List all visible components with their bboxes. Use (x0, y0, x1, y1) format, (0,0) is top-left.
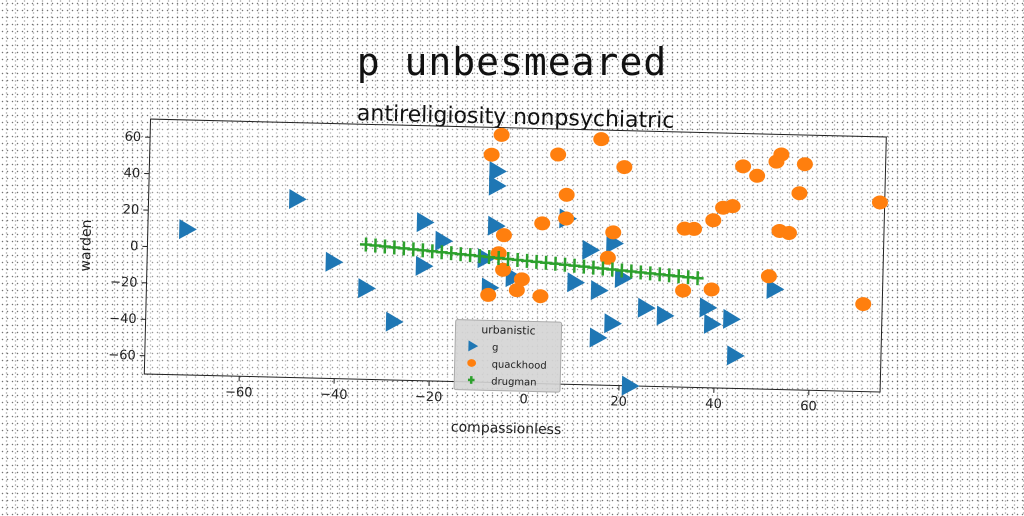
y-tick-label: 0 (130, 239, 139, 254)
x-tick-label: 0 (519, 392, 528, 407)
legend-label-g: g (492, 342, 499, 353)
y-tick-label: −40 (109, 311, 137, 327)
y-tick-label: 60 (124, 130, 141, 145)
legend-title: urbanistic (481, 323, 536, 337)
legend: urbanistic g quackhood drugman (454, 320, 562, 393)
x-tick-label: 20 (610, 394, 627, 409)
y-axis-label: warden (78, 219, 95, 271)
x-tick-label: −20 (415, 390, 443, 406)
legend-label-drugman: drugman (491, 376, 537, 388)
x-tick-label: −40 (320, 387, 348, 403)
legend-label-quackhood: quackhood (491, 359, 546, 371)
x-tick-label: 60 (800, 399, 817, 414)
y-tick-label: −20 (110, 275, 138, 291)
x-axis-label: compassionless (451, 419, 562, 438)
y-tick-label: 20 (123, 202, 140, 217)
x-tick-label: −60 (225, 385, 253, 401)
y-tick-label: −60 (108, 348, 136, 364)
y-tick-label: 40 (123, 166, 140, 181)
x-tick-label: 40 (705, 397, 722, 412)
